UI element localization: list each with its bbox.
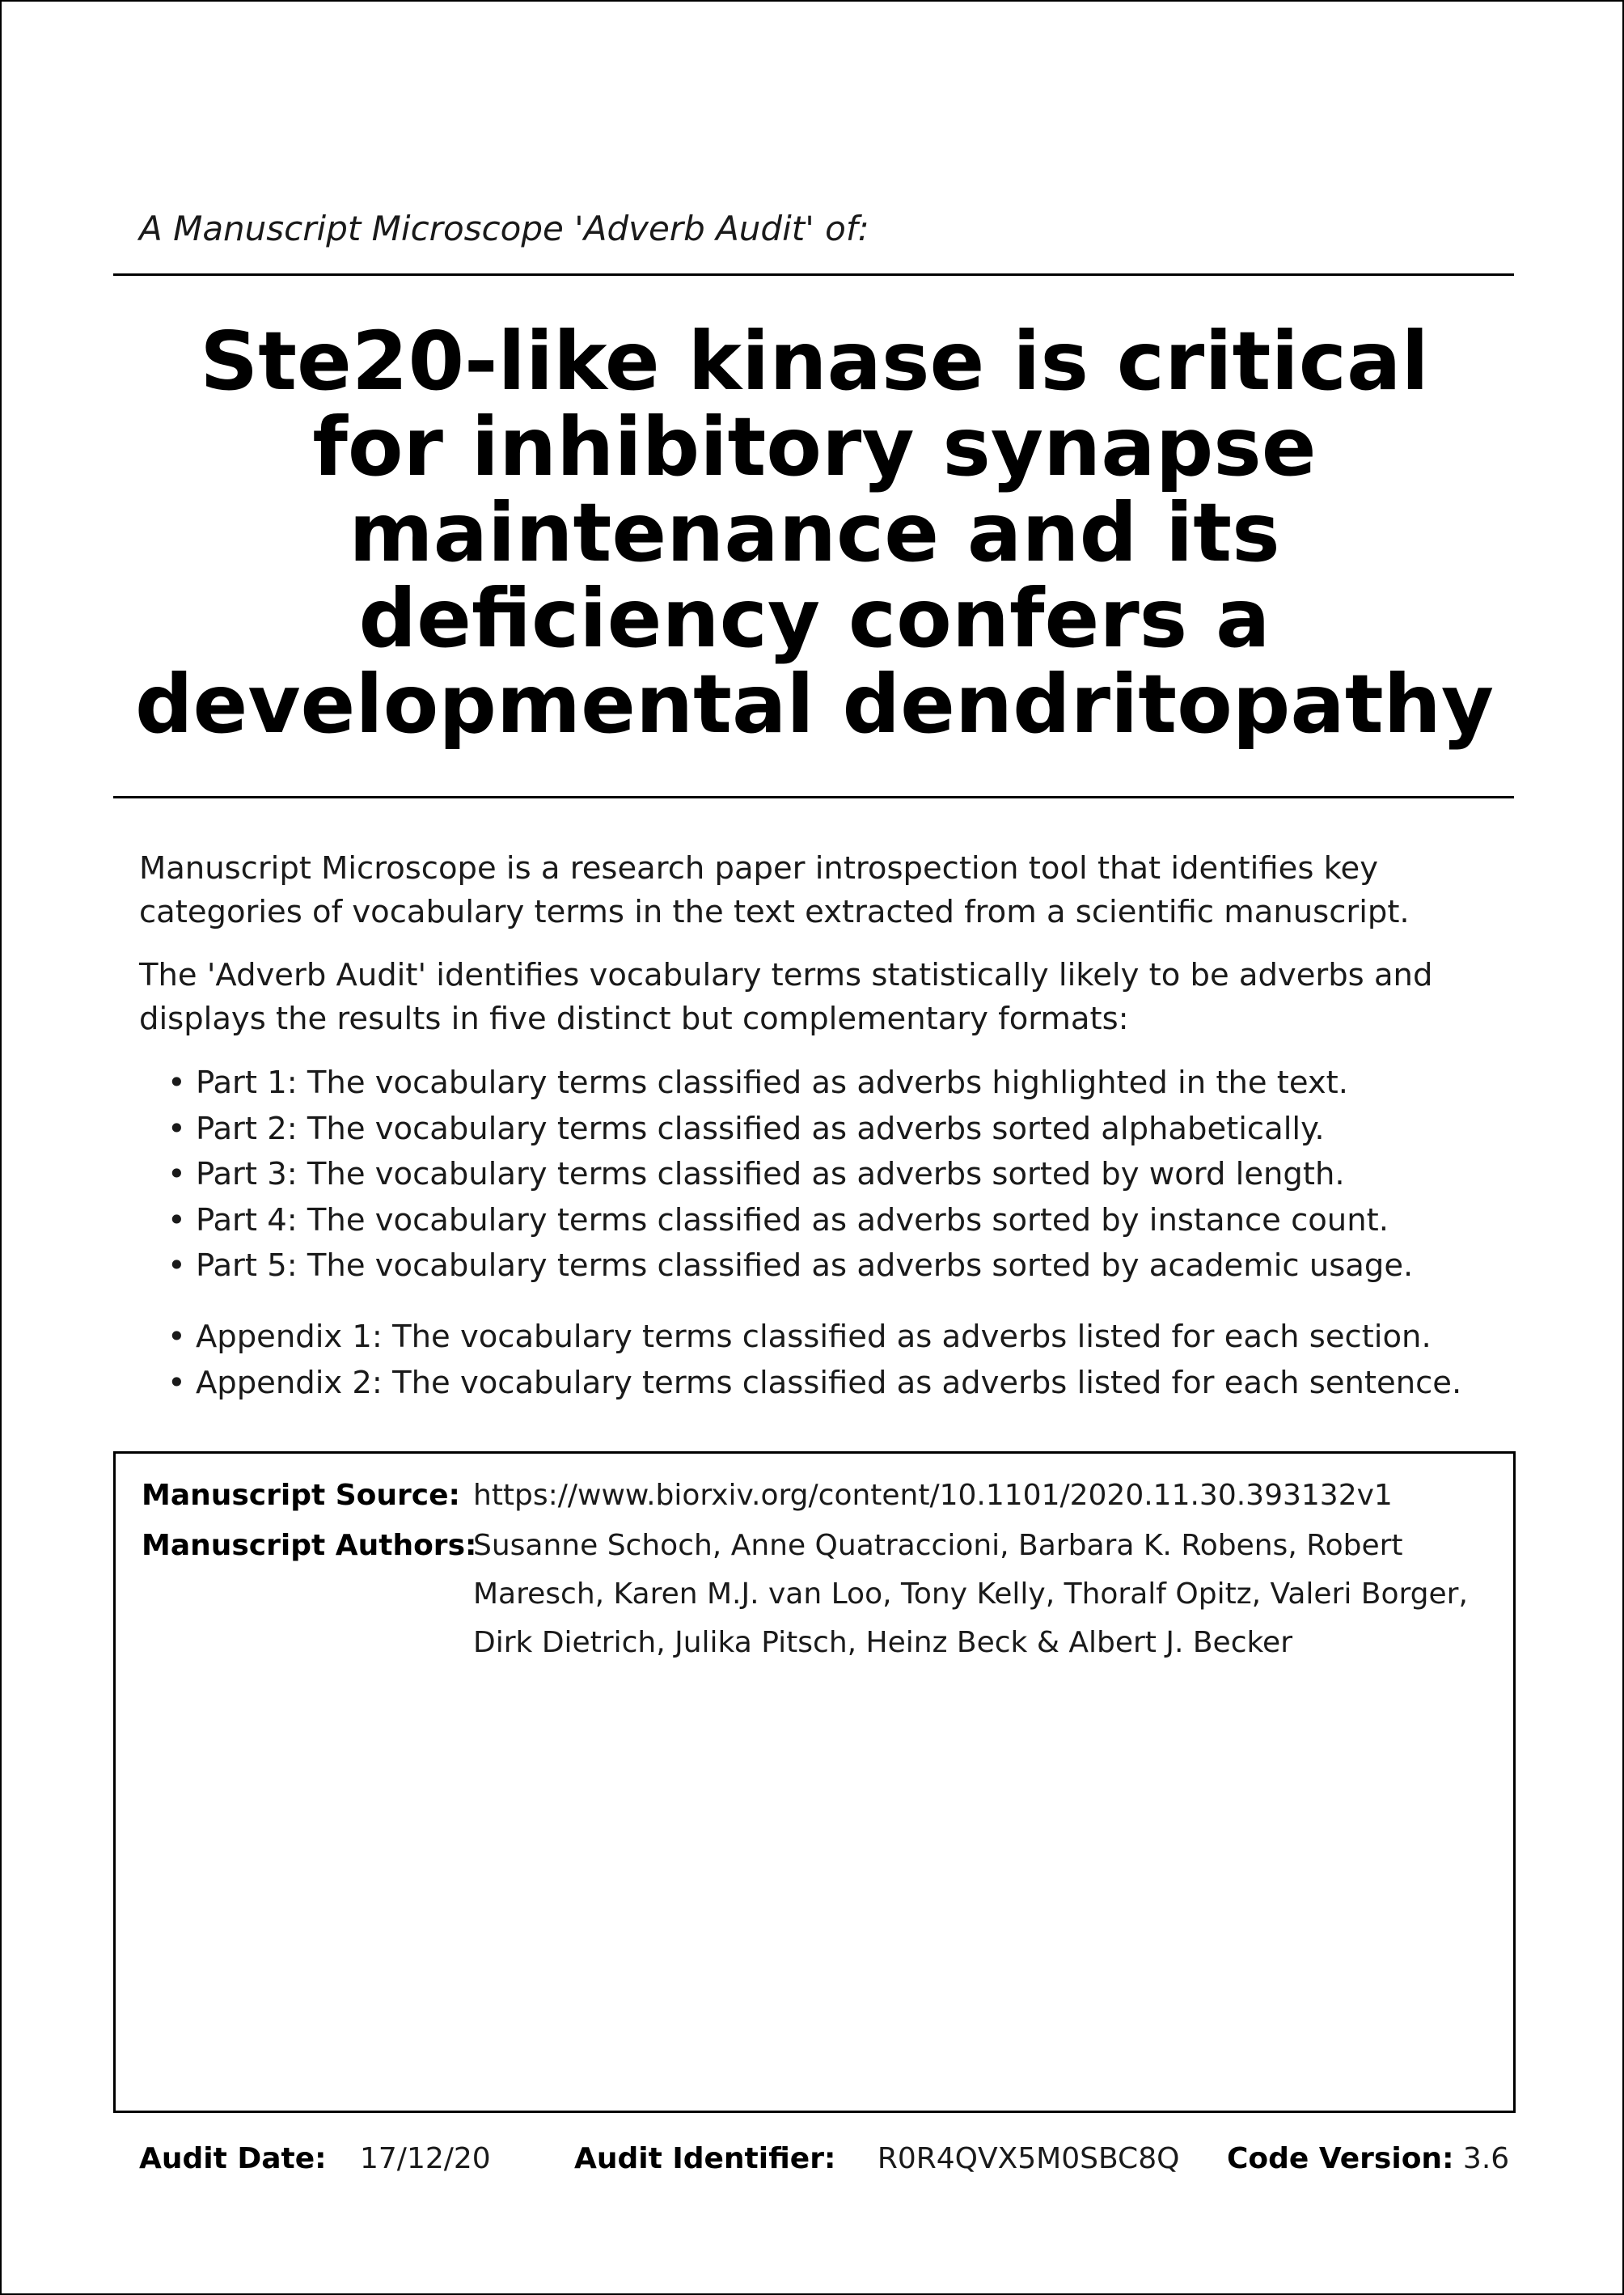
top-divider: [113, 273, 1514, 276]
list-item: Part 2: The vocabulary terms classified …: [167, 1107, 1502, 1153]
intro-paragraph-2: The 'Adverb Audit' identifies vocabulary…: [139, 954, 1506, 1041]
audit-id-label: Audit Identifier:: [574, 2142, 836, 2175]
audit-id-value: R0R4QVX5M0SBC8Q: [877, 2142, 1180, 2175]
authors-label: Manuscript Authors:: [142, 1529, 477, 1562]
source-link[interactable]: https://www.biorxiv.org/content/10.1101/…: [473, 1479, 1393, 1512]
appendix-list: Appendix 1: The vocabulary terms classif…: [167, 1315, 1502, 1406]
list-item: Appendix 1: The vocabulary terms classif…: [167, 1315, 1502, 1361]
audit-date-value: 17/12/20: [360, 2142, 491, 2175]
list-item: Part 1: The vocabulary terms classified …: [167, 1061, 1502, 1107]
intro-text: Manuscript Microscope is a research pape…: [139, 850, 1410, 930]
audit-identifier: Audit Identifier: R0R4QVX5M0SBC8Q: [574, 2137, 1179, 2181]
code-version: Code Version: 3.6: [1227, 2137, 1509, 2181]
code-version-value: 3.6: [1462, 2142, 1510, 2175]
intro-paragraph-1: Manuscript Microscope is a research pape…: [139, 847, 1506, 934]
list-item: Part 5: The vocabulary terms classified …: [167, 1243, 1502, 1289]
authors-value: Susanne Schoch, Anne Quatraccioni, Barba…: [473, 1529, 1468, 1659]
manuscript-title: Ste20-like kinase is critical for inhibi…: [134, 314, 1495, 752]
title-divider: [113, 796, 1514, 798]
list-item: Part 4: The vocabulary terms classified …: [167, 1198, 1502, 1244]
list-item: Appendix 2: The vocabulary terms classif…: [167, 1361, 1502, 1407]
source-label: Manuscript Source:: [142, 1479, 460, 1512]
manuscript-source-row: Manuscript Source: https://www.biorxiv.o…: [142, 1471, 1500, 1520]
code-version-label: Code Version:: [1227, 2142, 1454, 2175]
parts-list: Part 1: The vocabulary terms classified …: [167, 1061, 1502, 1289]
report-subtitle: A Manuscript Microscope 'Adverb Audit' o…: [139, 209, 869, 248]
intro-text: The 'Adverb Audit' identifies vocabulary…: [139, 957, 1433, 1037]
manuscript-info-box: Manuscript Source: https://www.biorxiv.o…: [113, 1451, 1516, 2113]
list-item: Part 3: The vocabulary terms classified …: [167, 1152, 1502, 1198]
audit-date-label: Audit Date:: [139, 2142, 327, 2175]
audit-date: Audit Date: 17/12/20: [139, 2137, 491, 2181]
manuscript-authors-row: Manuscript Authors: Susanne Schoch, Anne…: [142, 1522, 1500, 1683]
